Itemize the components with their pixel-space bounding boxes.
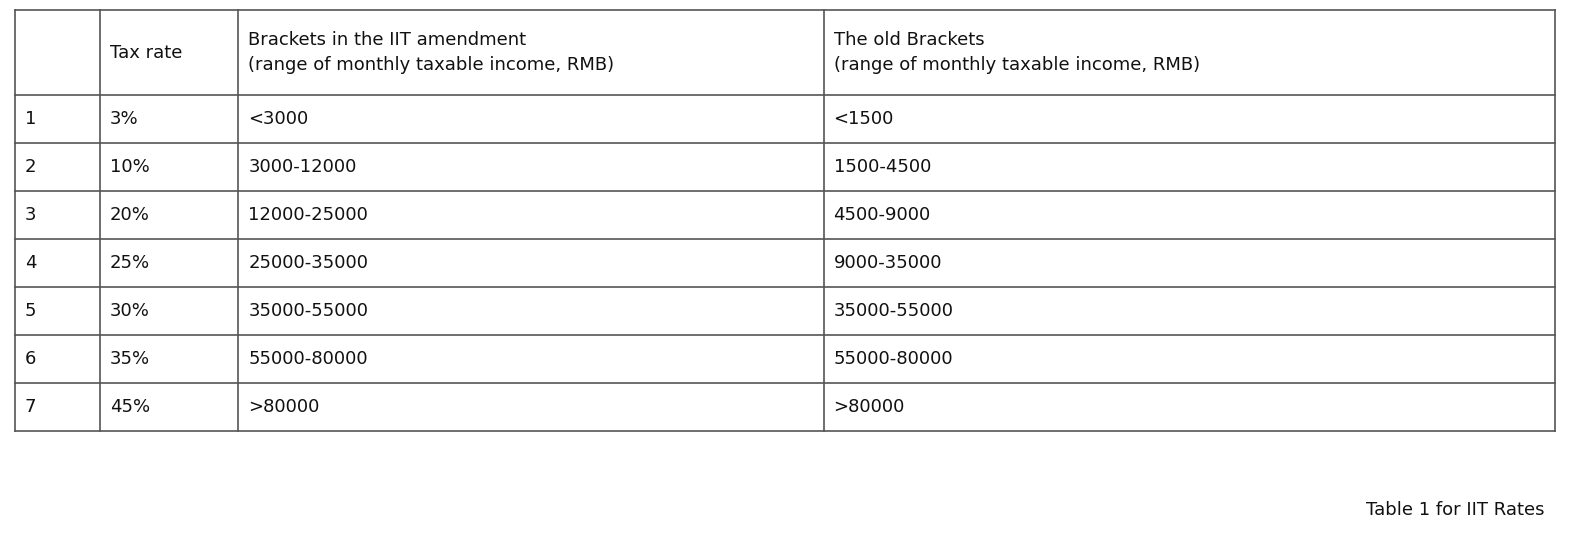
Text: 5: 5 <box>25 302 36 320</box>
Text: 25%: 25% <box>110 254 149 272</box>
Text: 10%: 10% <box>110 158 149 176</box>
Text: 6: 6 <box>25 350 36 368</box>
Text: 9000-35000: 9000-35000 <box>834 254 942 272</box>
Text: 7: 7 <box>25 398 36 416</box>
Text: 55000-80000: 55000-80000 <box>248 350 367 368</box>
Text: 35000-55000: 35000-55000 <box>834 302 953 320</box>
Text: 2: 2 <box>25 158 36 176</box>
Text: <3000: <3000 <box>248 110 309 128</box>
Text: 4: 4 <box>25 254 36 272</box>
Text: 30%: 30% <box>110 302 149 320</box>
Text: 3%: 3% <box>110 110 138 128</box>
Text: >80000: >80000 <box>834 398 904 416</box>
Text: 35%: 35% <box>110 350 149 368</box>
Text: 3: 3 <box>25 206 36 224</box>
Text: 12000-25000: 12000-25000 <box>248 206 369 224</box>
Text: 3000-12000: 3000-12000 <box>248 158 356 176</box>
Text: Table 1 for IIT Rates: Table 1 for IIT Rates <box>1366 501 1545 519</box>
Text: 25000-35000: 25000-35000 <box>248 254 369 272</box>
Text: Tax rate: Tax rate <box>110 43 182 62</box>
Text: 55000-80000: 55000-80000 <box>834 350 953 368</box>
Text: >80000: >80000 <box>248 398 320 416</box>
Text: The old Brackets
(range of monthly taxable income, RMB): The old Brackets (range of monthly taxab… <box>834 31 1199 74</box>
Text: <1500: <1500 <box>834 110 893 128</box>
Text: Brackets in the IIT amendment
(range of monthly taxable income, RMB): Brackets in the IIT amendment (range of … <box>248 31 614 74</box>
Text: 45%: 45% <box>110 398 149 416</box>
Text: 35000-55000: 35000-55000 <box>248 302 369 320</box>
Text: 20%: 20% <box>110 206 149 224</box>
Text: 1500-4500: 1500-4500 <box>834 158 931 176</box>
Text: 1: 1 <box>25 110 36 128</box>
Text: 4500-9000: 4500-9000 <box>834 206 931 224</box>
